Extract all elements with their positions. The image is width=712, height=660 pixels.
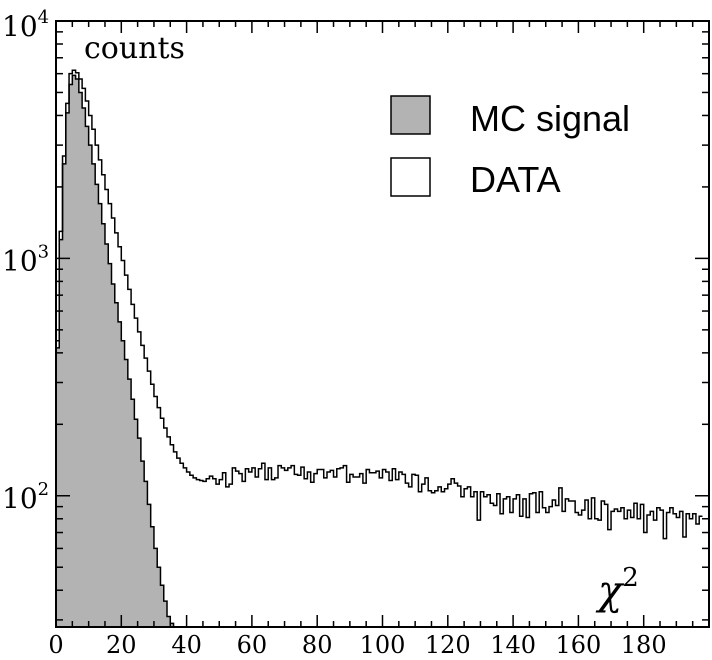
plot-frame xyxy=(55,20,710,628)
x-tick-label: 160 xyxy=(555,631,601,659)
x-axis-label: χ2 xyxy=(595,563,639,614)
x-tick-label: 120 xyxy=(425,631,471,659)
legend: MC signal DATA xyxy=(390,95,630,200)
y-tick-label: 104 xyxy=(2,7,49,43)
x-tick-label: 100 xyxy=(360,631,406,659)
mc-signal-histogram xyxy=(55,74,175,628)
y-tick-label: 102 xyxy=(2,479,49,515)
x-tick-label: 20 xyxy=(106,631,137,659)
x-tick-label: 60 xyxy=(237,631,268,659)
mc-signal-series xyxy=(55,74,175,628)
data-series xyxy=(56,69,703,540)
y-tick-labels: 102 103 104 xyxy=(2,7,49,515)
legend-label-mc-signal: MC signal xyxy=(470,98,630,139)
x-tick-labels: 0 20 40 60 80 100 120 140 160 180 xyxy=(48,631,666,659)
data-histogram xyxy=(56,69,703,540)
y-tick-label: 103 xyxy=(2,241,49,277)
legend-swatch-mc-signal xyxy=(390,95,431,135)
x-tick-label: 180 xyxy=(621,631,667,659)
x-tick-label: 40 xyxy=(171,631,202,659)
x-tick-label: 140 xyxy=(490,631,536,659)
x-tick-label: 80 xyxy=(302,631,333,659)
x-tick-label: 0 xyxy=(48,631,63,659)
legend-label-data: DATA xyxy=(470,159,561,200)
y-axis-label: counts xyxy=(84,31,185,66)
legend-swatch-data xyxy=(390,157,431,197)
